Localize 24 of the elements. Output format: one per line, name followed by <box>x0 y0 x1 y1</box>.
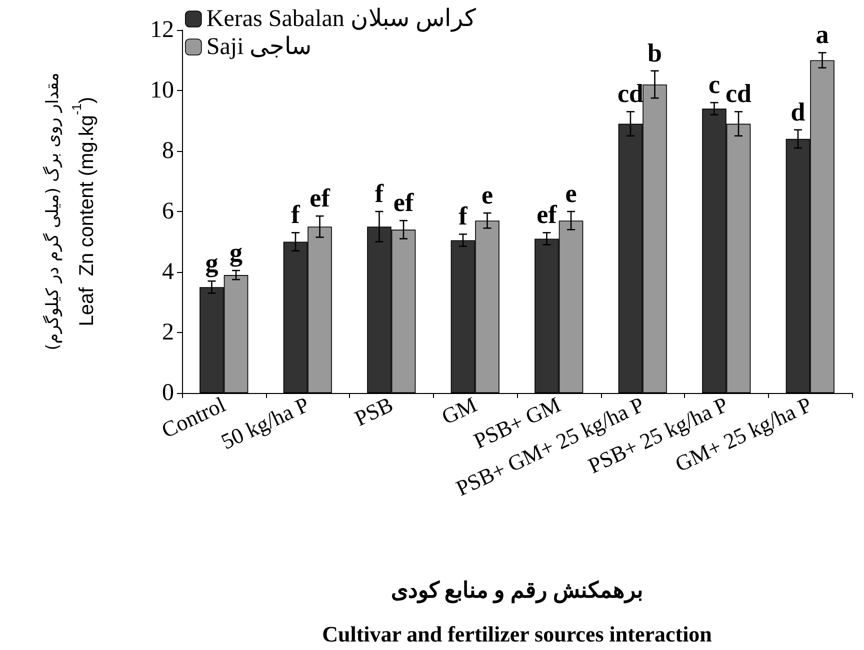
annotation: g <box>205 248 218 278</box>
annotation: f <box>374 179 384 208</box>
annotation: ef <box>536 200 558 230</box>
annotation: ef <box>393 188 414 218</box>
annotation: e <box>481 180 494 210</box>
annotation: b <box>648 38 662 68</box>
y-tick-label: 4 <box>162 259 174 285</box>
annotation: a <box>816 20 829 50</box>
y-tick-label: 8 <box>162 138 174 164</box>
annotation: d <box>790 97 806 126</box>
y-tick-label: 12 <box>150 17 174 43</box>
y-tick-label: 6 <box>162 198 174 224</box>
legend-label: Saji ساجی <box>206 34 312 60</box>
annotation: g <box>230 238 243 267</box>
y-tick-label: 10 <box>150 78 174 104</box>
annotation: cd <box>726 79 752 108</box>
annotation: e <box>565 179 577 208</box>
annotation: f <box>291 200 300 230</box>
annotation: c <box>708 70 720 100</box>
y-tick-label: 2 <box>162 320 174 346</box>
legend-label: Keras Sabalan کراس سبلان <box>206 6 476 32</box>
annotation: f <box>458 202 468 231</box>
annotation: ef <box>310 184 330 213</box>
x-tick-label: PSB <box>350 392 397 431</box>
